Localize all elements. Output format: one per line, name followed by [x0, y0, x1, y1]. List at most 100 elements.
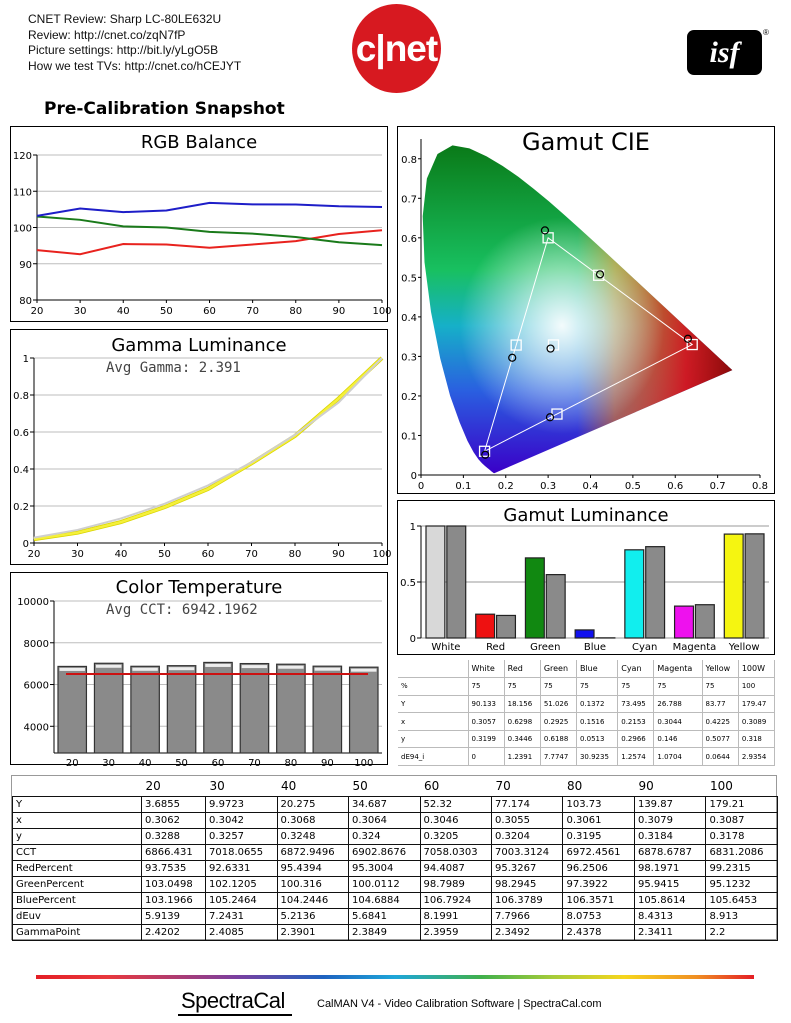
- grayscale-table-cell: 92.6331: [205, 859, 278, 877]
- review-link-line[interactable]: Review: http://cnet.co/zqN7fP: [28, 27, 186, 42]
- gamut-table-cell: 75: [653, 677, 703, 696]
- isf-logo-text: isf: [709, 35, 740, 69]
- cct-bar: [203, 661, 233, 754]
- grayscale-table-cell: 95.1232: [705, 875, 778, 893]
- rgb-balance-chart: 80 90 100 110 120 20 30 40 50 60 70 80 90 100: [13, 151, 392, 317]
- cct-bar-highlight: [95, 664, 122, 668]
- gamut-table-cell: 0.0513: [576, 730, 619, 749]
- x-tick-label: 100: [354, 758, 373, 769]
- y-tick-label: 80: [19, 296, 32, 307]
- gamut-table-header-cell: Cyan: [617, 660, 655, 679]
- gamut-table-cell: 0.4225: [702, 712, 739, 731]
- color-temperature-panel: Color Temperature Avg CCT: 6942.1962 400…: [10, 572, 388, 769]
- y-tick-label: 1: [23, 354, 29, 365]
- cct-bar: [57, 665, 88, 754]
- rgb-balance-title: RGB Balance: [140, 132, 258, 153]
- x-tick-label: 0.6: [667, 481, 683, 492]
- footer-text: CalMAN V4 - Video Calibration Software |…: [317, 998, 602, 1010]
- grayscale-table-header-cell: [13, 776, 142, 796]
- grayscale-table-cell: 0.3195: [562, 827, 635, 845]
- grayscale-table-cell: 8.0753: [562, 907, 635, 925]
- grayscale-table-header-cell: 100: [709, 778, 733, 793]
- gamut-table-header-cell: Red: [504, 660, 541, 679]
- grayscale-table-cell: 139.87: [633, 795, 707, 813]
- gamut-table-row: % 75 75 75 75 75 75 75 100: [398, 677, 776, 696]
- gamut-table-header-cell: Green: [540, 660, 577, 679]
- grayscale-table-cell: 5.6841: [348, 907, 421, 925]
- x-tick-label: Blue: [584, 642, 606, 653]
- grayscale-table-cell: 7018.0655: [205, 843, 278, 861]
- grayscale-table-cell: 105.8614: [633, 891, 707, 909]
- grayscale-table-cell: 0.3184: [633, 827, 707, 845]
- series-line-1: [36, 215, 383, 247]
- grayscale-table-cell: Y: [12, 795, 142, 813]
- grayscale-table-cell: 0.3046: [419, 811, 492, 829]
- grayscale-table-cell: 0.3061: [562, 811, 635, 829]
- how-we-test-line[interactable]: How we test TVs: http://cnet.co/hCEJYT: [28, 58, 242, 73]
- y-tick-label: 0.1: [401, 431, 417, 442]
- y-tick-label: 0.5: [401, 273, 417, 284]
- grayscale-table-cell: dEuv: [12, 907, 142, 925]
- grayscale-table-cell: 77.174: [490, 795, 564, 813]
- gamut-table-cell: 0.3044: [653, 712, 703, 731]
- grayscale-table-cell: RedPercent: [12, 859, 142, 877]
- grayscale-table-cell: 2.4085: [205, 923, 278, 941]
- y-tick-label: 1: [410, 522, 416, 533]
- gamut-measured-bar: [744, 533, 765, 639]
- gamut-luminance-title: Gamut Luminance: [503, 505, 669, 526]
- grayscale-table-cell: 2.3849: [348, 923, 421, 941]
- series-line-0: [33, 357, 383, 541]
- gamut-target-bar: [425, 525, 446, 639]
- gamut-table-header-cell: [398, 660, 469, 679]
- color-temperature-chart: 4000 6000 8000 10000 20 30 40 50 60 70 80 90 100: [17, 597, 382, 769]
- gamut-table-cell: 0.0644: [702, 747, 739, 766]
- cct-bar: [276, 663, 306, 754]
- x-tick-label: 0.7: [710, 481, 726, 492]
- series-line-outline: [33, 356, 384, 542]
- cct-bar-highlight: [351, 668, 377, 672]
- snapshot-title: Pre-Calibration Snapshot: [44, 99, 285, 119]
- grayscale-table-cell: BluePercent: [12, 891, 142, 909]
- grayscale-table-cell: 103.0498: [140, 875, 207, 893]
- gamut-table-cell: %: [398, 677, 469, 696]
- gamut-table-cell: Y: [398, 695, 469, 714]
- x-tick-label: 90: [333, 306, 346, 317]
- x-tick-label: 20: [28, 549, 41, 560]
- x-tick-label: 80: [289, 549, 302, 560]
- cnet-logo-text: c|net: [355, 27, 438, 69]
- x-tick-label: 90: [332, 549, 345, 560]
- grayscale-table-cell: y: [12, 827, 142, 845]
- x-tick-label: 70: [248, 758, 261, 769]
- grayscale-table-cell: 0.3079: [633, 811, 707, 829]
- gamut-table-cell: 0.1516: [576, 712, 619, 731]
- cct-bar: [93, 662, 124, 754]
- gamut-measured-bar: [694, 604, 715, 639]
- x-tick-label: 70: [246, 306, 259, 317]
- gamut-table-cell: 1.2574: [617, 747, 655, 766]
- x-tick-label: White: [431, 642, 460, 653]
- grayscale-table-cell: 20.275: [276, 795, 350, 813]
- y-tick-label: 0.8: [13, 391, 29, 402]
- picture-settings-line[interactable]: Picture settings: http://bit.ly/yLgO5B: [28, 43, 219, 57]
- grayscale-table-cell: 7058.0303: [419, 843, 492, 861]
- gamut-table-cell: y: [398, 730, 469, 749]
- gamut-table-cell: 7.7747: [540, 747, 577, 766]
- rainbow-divider: [36, 975, 754, 979]
- gamut-target-bar: [574, 629, 595, 639]
- cct-bar-highlight: [241, 665, 268, 669]
- grayscale-table-cell: 99.2315: [705, 859, 778, 877]
- grayscale-table-cell: 34.687: [348, 795, 421, 813]
- x-tick-label: 80: [285, 758, 298, 769]
- x-tick-label: 30: [74, 306, 87, 317]
- gamut-table-row: x 0.3057 0.6298 0.2925 0.1516 0.2153 0.3044 0.4…: [398, 712, 776, 731]
- gamut-table-cell: 0.318: [738, 730, 776, 749]
- x-tick-label: 40: [139, 758, 152, 769]
- gamut-table-cell: 0.3057: [468, 712, 505, 731]
- rgb-balance-panel: RGB Balance 80 90 100 110 120 20 30 40 50 60 70 80 9…: [10, 126, 392, 322]
- cct-bar: [312, 665, 343, 754]
- y-tick-label: 0.4: [401, 313, 417, 324]
- grayscale-table-cell: 0.3204: [490, 827, 564, 845]
- gamut-measured-bar: [446, 525, 467, 639]
- gamut-table-cell: 75: [540, 677, 577, 696]
- grayscale-table-cell: 105.6453: [705, 891, 778, 909]
